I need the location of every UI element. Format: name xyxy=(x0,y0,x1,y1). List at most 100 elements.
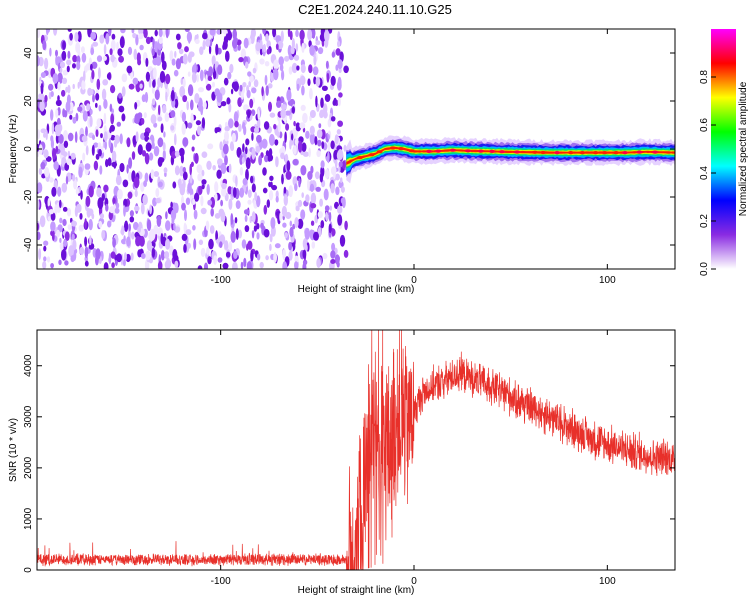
heatmap-cell xyxy=(273,123,277,130)
heatmap-cell xyxy=(331,242,336,252)
heatmap-cell xyxy=(245,146,248,155)
heatmap-cell xyxy=(220,162,227,174)
heatmap-cell xyxy=(62,206,68,212)
heatmap-cell xyxy=(103,112,107,125)
heatmap-cell xyxy=(294,217,299,229)
heatmap-cell xyxy=(320,97,324,109)
heatmap-cell xyxy=(72,54,78,63)
heatmap-cell xyxy=(110,251,116,259)
heatmap-cell xyxy=(262,167,267,176)
heatmap-cell xyxy=(78,224,84,232)
heatmap-cell xyxy=(181,122,186,135)
heatmap-cell xyxy=(133,176,140,189)
heatmap-cell xyxy=(247,189,252,198)
heatmap-cell xyxy=(126,164,129,174)
heatmap-cell xyxy=(282,222,287,228)
heatmap-cell xyxy=(182,78,186,88)
heatmap-cell xyxy=(189,173,193,184)
heatmap-cell xyxy=(109,127,112,134)
heatmap-cell xyxy=(50,109,54,121)
heatmap-cell xyxy=(68,245,74,258)
heatmap-cell xyxy=(194,38,200,45)
heatmap-cell xyxy=(78,166,83,178)
heatmap-cell xyxy=(283,186,287,194)
heatmap-cell xyxy=(173,115,177,127)
heatmap-cell xyxy=(42,39,47,51)
heatmap-cell xyxy=(157,77,161,88)
heatmap-cell xyxy=(337,97,341,107)
spectrogram-y-label: Frequency (Hz) xyxy=(8,115,19,184)
heatmap-cell xyxy=(241,239,247,249)
heatmap-cell xyxy=(300,209,306,220)
heatmap-cell xyxy=(335,64,339,71)
heatmap-cell xyxy=(321,141,325,150)
heatmap-cell xyxy=(143,112,147,119)
heatmap-cell xyxy=(190,112,194,125)
heatmap-cell xyxy=(309,44,315,56)
heatmap-cell xyxy=(63,239,68,248)
heatmap-cell xyxy=(193,238,197,250)
heatmap-cell xyxy=(38,167,43,176)
heatmap-cell xyxy=(152,67,157,80)
heatmap-cell xyxy=(158,104,161,116)
y-tick-label: 0 xyxy=(23,146,34,152)
heatmap-cell xyxy=(224,240,229,251)
heatmap-cell xyxy=(207,256,212,265)
heatmap-cell xyxy=(103,184,109,193)
heatmap-cell xyxy=(273,252,277,263)
heatmap-cell xyxy=(191,146,195,152)
heatmap-cell xyxy=(316,150,321,158)
heatmap-cell xyxy=(102,79,109,86)
heatmap-cell xyxy=(294,261,299,269)
signal-hotspot xyxy=(636,150,643,154)
heatmap-cell xyxy=(279,96,285,104)
heatmap-cell xyxy=(222,29,227,35)
heatmap-cell xyxy=(228,241,233,252)
snr-panel: -100 0 100 0 1000 2000 3000 4000 Height of str… xyxy=(8,329,676,596)
heatmap-cell xyxy=(146,240,152,251)
heatmap-cell xyxy=(95,248,101,260)
heatmap-cell xyxy=(37,151,40,157)
heatmap-cell xyxy=(76,203,82,213)
heatmap-cell xyxy=(135,131,139,143)
heatmap-cell xyxy=(263,43,266,53)
heatmap-cell xyxy=(220,199,224,207)
heatmap-cell xyxy=(330,183,335,194)
heatmap-cell xyxy=(239,166,244,176)
heatmap-cell xyxy=(62,218,67,227)
heatmap-cell xyxy=(250,250,254,262)
heatmap-cell xyxy=(240,261,244,269)
heatmap-cell xyxy=(245,138,250,146)
heatmap-cell xyxy=(200,195,204,207)
heatmap-cell xyxy=(232,261,238,269)
heatmap-cell xyxy=(48,83,54,91)
heatmap-cell xyxy=(308,64,313,74)
heatmap-cell xyxy=(343,65,349,74)
heatmap-cell xyxy=(200,207,207,215)
heatmap-cell xyxy=(249,98,254,109)
heatmap-cell xyxy=(44,94,48,103)
heatmap-cell xyxy=(130,71,134,80)
heatmap-cell xyxy=(54,124,61,134)
heatmap-cell xyxy=(88,185,94,198)
heatmap-cell xyxy=(140,202,145,215)
heatmap-cell xyxy=(133,221,139,231)
heatmap-cell xyxy=(98,220,103,229)
heatmap-cell xyxy=(182,95,188,103)
heatmap-cell xyxy=(287,29,291,38)
heatmap-cell xyxy=(84,65,88,73)
heatmap-cell xyxy=(179,86,186,98)
heatmap-cell xyxy=(337,120,343,127)
heatmap-cell xyxy=(317,211,323,219)
heatmap-cell xyxy=(46,29,50,33)
heatmap-cell xyxy=(98,67,101,79)
heatmap-cell xyxy=(151,141,155,150)
heatmap-cell xyxy=(144,172,149,183)
heatmap-cell xyxy=(280,108,287,119)
heatmap-cell xyxy=(235,200,241,210)
heatmap-cell xyxy=(215,127,222,133)
heatmap-cell xyxy=(264,154,269,163)
heatmap-cell xyxy=(179,165,184,177)
heatmap-cell xyxy=(216,29,223,35)
